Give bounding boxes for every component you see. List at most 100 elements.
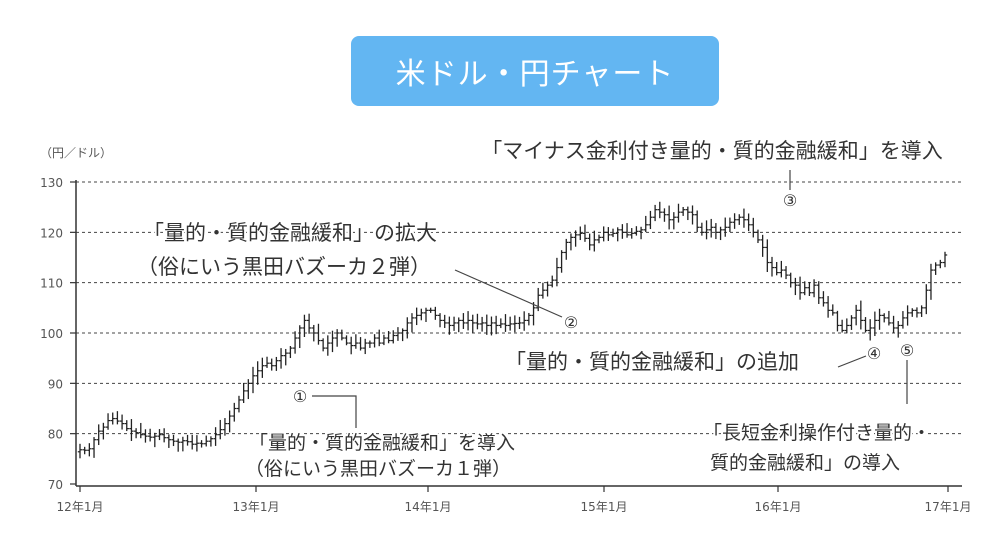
ohlc-bar: [101, 422, 106, 440]
ohlc-bar: [484, 314, 489, 335]
y-tick-label: 110: [40, 277, 63, 291]
ohlc-bar: [124, 420, 129, 432]
ohlc-bar: [391, 330, 396, 344]
ohlc-bar: [933, 262, 938, 275]
ohlc-bar: [550, 275, 555, 288]
ohlc-bar: [900, 311, 906, 329]
x-tick-label: 16年1月: [755, 500, 802, 514]
x-tick-label: 15年1月: [581, 500, 628, 514]
ohlc-bar: [133, 428, 139, 439]
annotation-2-line-1: 「量的・質的金融緩和」の拡大: [143, 221, 437, 245]
ohlc-bar: [166, 434, 172, 448]
ohlc-bar: [737, 214, 742, 225]
y-tick-label: 120: [40, 226, 63, 240]
ohlc-bar: [536, 287, 541, 312]
y-axis-unit-label: （円／ドル）: [40, 146, 112, 160]
ohlc-bar: [334, 329, 340, 347]
ohlc-bar: [428, 307, 433, 313]
ohlc-bar: [451, 316, 457, 331]
ohlc-bar: [559, 250, 564, 273]
ohlc-bar: [91, 437, 97, 458]
ohlc-bar: [896, 321, 901, 338]
ohlc-bar: [610, 228, 616, 238]
ohlc-bar: [423, 307, 429, 322]
ohlc-bar: [835, 310, 840, 332]
ohlc-bar: [807, 281, 812, 297]
ohlc-bar: [274, 356, 279, 371]
ohlc-bar: [400, 328, 405, 342]
ohlc-bar: [115, 411, 120, 425]
ohlc-bar: [348, 336, 354, 355]
ohlc-bar: [849, 315, 854, 330]
ohlc-bar: [461, 313, 466, 329]
ohlc-bar: [77, 443, 83, 459]
annotation-2-marker: ②: [564, 313, 578, 332]
ohlc-bar: [853, 304, 859, 326]
ohlc-bar: [442, 314, 447, 328]
ohlc-bar: [493, 315, 499, 335]
ohlc-bar: [699, 222, 705, 236]
ohlc-bar: [793, 277, 798, 296]
ohlc-bar: [666, 205, 672, 230]
ohlc-bar: [213, 427, 218, 446]
ohlc-bar: [316, 323, 321, 345]
ohlc-bar: [863, 317, 868, 333]
ohlc-bar: [414, 307, 419, 326]
ohlc-bar: [914, 307, 920, 318]
ohlc-bar: [671, 212, 677, 230]
ohlc-bar: [143, 429, 148, 443]
ohlc-bar: [877, 308, 882, 330]
ohlc-bar: [82, 446, 87, 455]
ohlc-bar: [741, 208, 747, 228]
ohlc-bar: [938, 259, 943, 269]
annotations: ① 「量的・質的金融緩和」を導入 （俗にいう黒田バズーカ１弾） ② 「量的・質的…: [135, 137, 945, 482]
ohlc-bar: [147, 428, 153, 442]
annotation-4-marker: ④: [867, 344, 881, 363]
ohlc-bar: [470, 314, 475, 333]
annotation-3-marker: ③: [783, 191, 797, 210]
ohlc-bar: [844, 318, 850, 334]
ohlc-bar: [648, 210, 653, 230]
ohlc-bar: [395, 327, 401, 341]
ohlc-bar: [199, 440, 204, 448]
ohlc-bar: [811, 279, 817, 298]
ohlc-bar: [924, 284, 929, 315]
ohlc-bar: [498, 318, 504, 329]
ohlc-bar: [652, 204, 658, 222]
x-tick-label: 12年1月: [57, 500, 104, 514]
ohlc-bar: [344, 335, 349, 346]
ohlc-bar: [774, 261, 779, 276]
ohlc-bar: [241, 382, 246, 404]
ohlc-bar: [891, 315, 896, 333]
ohlc-bar: [302, 314, 307, 338]
annotation-1-line-1: 「量的・質的金融緩和」を導入: [249, 432, 515, 454]
ohlc-bar: [377, 329, 382, 347]
ohlc-bar: [190, 434, 195, 450]
ohlc-bar: [638, 226, 644, 240]
ohlc-bar: [204, 435, 209, 447]
x-tick-label: 14年1月: [405, 500, 452, 514]
ohlc-bar: [194, 435, 200, 452]
y-tick-label: 70: [48, 478, 63, 492]
ohlc-bar: [704, 220, 709, 240]
ohlc-bar: [208, 436, 214, 447]
ohlc-bar: [288, 346, 293, 359]
ohlc-bar: [475, 313, 480, 330]
ohlc-bar: [867, 319, 873, 341]
ohlc-bar: [325, 335, 331, 356]
ohlc-bar: [339, 329, 345, 341]
ohlc-bar: [732, 213, 737, 229]
ohlc-bar: [802, 281, 807, 296]
ohlc-bar: [662, 208, 667, 222]
ohlc-bar: [175, 438, 181, 452]
y-tick-label: 90: [48, 377, 63, 391]
ohlc-bar: [685, 206, 691, 221]
ohlc-bar: [872, 311, 878, 337]
ohlc-bar: [601, 226, 606, 242]
ohlc-bar: [624, 223, 630, 238]
ohlc-bar: [928, 263, 934, 300]
ohlc-bar: [129, 419, 134, 441]
ohlc-bar: [713, 223, 719, 240]
ohlc-bar: [372, 334, 377, 348]
